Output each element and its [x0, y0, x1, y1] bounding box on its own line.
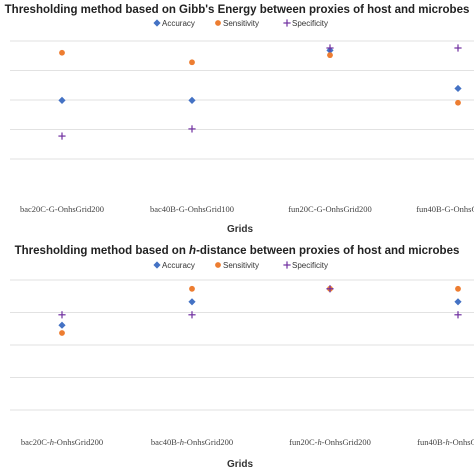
- series-specificity: [58, 285, 462, 319]
- gridlines: [10, 279, 474, 411]
- point-accuracy: [454, 84, 462, 93]
- x-tick-label: bac40B-G-OnhsGrid100: [150, 204, 234, 214]
- point-specificity: [188, 311, 196, 319]
- x-tick-label: fun20C-h-OnhsGrid200: [289, 437, 371, 447]
- point-sensitivity: [455, 285, 461, 292]
- point-specificity: [454, 311, 462, 319]
- text-part: -distance between proxies of host and mi…: [196, 245, 459, 257]
- x-tick-label: fun40B-h-OnhsGrid200: [417, 437, 474, 447]
- x-tick-label: fun40B-G-OnhsGrid200: [416, 204, 474, 214]
- series-accuracy: [58, 285, 462, 329]
- legend-label: Sensitivity: [223, 19, 259, 28]
- point-sensitivity: [455, 99, 461, 106]
- point-sensitivity: [59, 49, 65, 56]
- legend-label: Specificity: [292, 261, 328, 270]
- gibbs-energy-chart: Thresholding method based on Gibb's Ener…: [5, 4, 474, 235]
- chart-title: Thresholding method based on Gibb's Ener…: [5, 4, 470, 16]
- point-sensitivity: [189, 59, 195, 66]
- legend-marker-accuracy: [153, 261, 161, 269]
- series-sensitivity: [59, 49, 461, 106]
- series-accuracy: [58, 46, 462, 104]
- legend-item-sensitivity: Sensitivity: [215, 19, 259, 28]
- italic-text-part: h: [445, 437, 449, 447]
- legend-item-specificity: Specificity: [283, 19, 328, 28]
- legend-marker-specificity: [283, 261, 291, 269]
- text-part: fun40B-: [417, 437, 446, 447]
- text-part: -OnhsGrid200: [450, 437, 474, 447]
- legend-item-specificity: Specificity: [283, 261, 328, 270]
- x-axis-title: Grids: [227, 224, 254, 235]
- text-part: Thresholding method based on: [15, 245, 189, 257]
- legend-item-accuracy: Accuracy: [153, 19, 195, 28]
- point-accuracy: [58, 321, 66, 329]
- point-sensitivity: [189, 285, 195, 292]
- point-accuracy: [188, 298, 196, 306]
- h-distance-chart: Thresholding method based on h-distance …: [10, 245, 474, 470]
- legend-marker-specificity: [283, 19, 291, 27]
- legend-marker-accuracy: [153, 19, 161, 27]
- text-part: bac40B-: [151, 437, 180, 447]
- point-specificity: [188, 125, 196, 133]
- text-part: bac20C-: [21, 437, 50, 447]
- x-tick-label: bac20C-h-OnhsGrid200: [21, 437, 103, 447]
- italic-text-part: h: [317, 437, 321, 447]
- x-axis-title: Grids: [227, 459, 254, 470]
- x-tick-label: fun20C-G-OnhsGrid200: [288, 204, 372, 214]
- x-tick-label: bac40B-h-OnhsGrid200: [151, 437, 233, 447]
- point-specificity: [58, 132, 66, 140]
- chart-title: Thresholding method based on h-distance …: [15, 245, 460, 257]
- point-specificity: [326, 44, 334, 52]
- italic-text-part: h: [189, 245, 196, 257]
- point-sensitivity: [59, 330, 65, 336]
- legend-label: Accuracy: [162, 19, 195, 28]
- point-specificity: [454, 44, 462, 52]
- series-sensitivity: [59, 285, 461, 336]
- legend-label: Specificity: [292, 19, 328, 28]
- point-specificity: [326, 285, 334, 293]
- italic-text-part: h: [180, 437, 184, 447]
- point-specificity: [58, 311, 66, 319]
- point-accuracy: [188, 96, 196, 104]
- text-part: -OnhsGrid200: [184, 437, 233, 447]
- series-specificity: [58, 44, 462, 140]
- legend-marker-sensitivity: [215, 262, 221, 268]
- legend-item-accuracy: Accuracy: [153, 261, 195, 270]
- point-sensitivity: [327, 52, 333, 59]
- legend-label: Accuracy: [162, 261, 195, 270]
- legend-item-sensitivity: Sensitivity: [215, 261, 259, 270]
- legend-label: Sensitivity: [223, 261, 259, 270]
- x-tick-label: bac20C-G-OnhsGrid200: [20, 204, 104, 214]
- text-part: -OnhsGrid200: [54, 437, 103, 447]
- text-part: fun20C-: [289, 437, 318, 447]
- gridlines: [10, 40, 474, 160]
- point-accuracy: [58, 96, 66, 104]
- point-accuracy: [454, 298, 462, 306]
- italic-text-part: h: [50, 437, 54, 447]
- legend-marker-sensitivity: [215, 20, 221, 26]
- text-part: -OnhsGrid200: [322, 437, 371, 447]
